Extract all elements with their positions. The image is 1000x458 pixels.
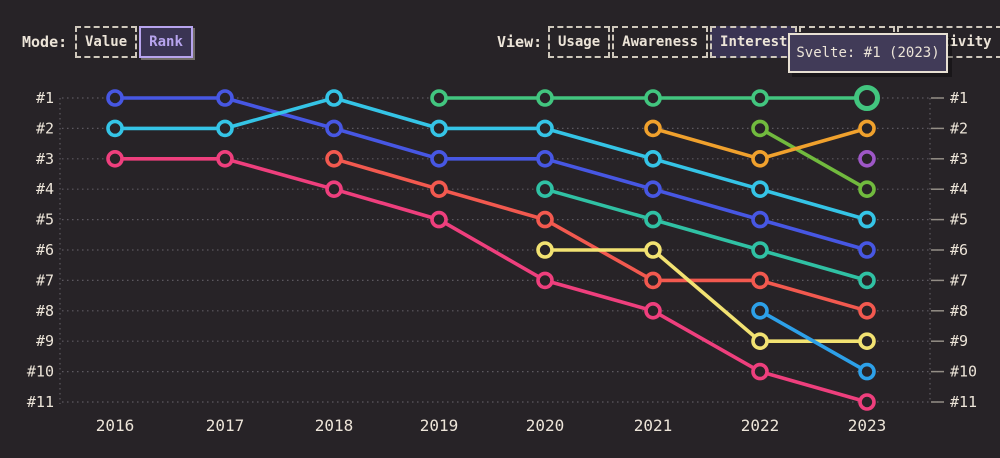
y-axis-label-right: #5 [950,211,968,229]
series-cyan-point-2022[interactable] [751,180,769,198]
y-axis-label-right: #1 [950,89,968,107]
series-pink-point-2019[interactable] [430,210,448,229]
series-yellow-point-2021[interactable] [644,241,662,259]
series-pink-point-2020[interactable] [536,271,554,290]
series-lime-point-2022[interactable] [751,119,769,138]
series-pink-point-2023[interactable] [858,393,876,411]
y-axis-label-left: #7 [36,271,54,289]
series-cyan-point-2016[interactable] [106,119,124,138]
y-axis-label-right: #4 [950,180,968,198]
series-lime-line [758,126,869,191]
series-yellow-point-2023[interactable] [858,332,876,351]
series-blue-point-2016[interactable] [106,89,124,107]
mode-option-rank[interactable]: Rank [139,26,193,58]
series-cyan-point-2023[interactable] [858,210,876,229]
series-teal-point-2023[interactable] [858,271,876,290]
series-salmon-line [332,157,869,313]
series-blue-point-2022[interactable] [751,210,769,229]
y-axis-label-right: #9 [950,332,968,350]
series-pink-line [113,157,869,404]
series-cyan-point-2018[interactable] [325,89,343,107]
series-pink-point-2022[interactable] [751,362,769,381]
series-teal-point-2022[interactable] [751,241,769,259]
y-axis-label-left: #5 [36,211,54,229]
mode-toggle-group: Value Rank [75,26,193,58]
series-cyan-line [113,96,869,222]
y-axis-label-left: #11 [27,393,54,411]
series-yellow-point-2020[interactable] [536,241,554,259]
series-pink-point-2016[interactable] [106,150,124,168]
x-axis-label-2022: 2022 [741,416,780,435]
series-sky-point-2022[interactable] [751,301,769,320]
x-axis-label-2016: 2016 [96,416,135,435]
x-axis-label-2023: 2023 [848,416,887,435]
x-axis-label-2021: 2021 [634,416,673,435]
view-option-usage[interactable]: Usage [548,26,611,58]
series-cyan-point-2021[interactable] [644,150,662,168]
y-axis-label-right: #10 [950,363,977,381]
y-axis-label-right: #7 [950,271,968,289]
y-axis-label-left: #8 [36,302,54,320]
view-label: View: [497,33,543,51]
y-axis-label-left: #10 [27,363,54,381]
hover-tooltip: Svelte: #1 (2023) [788,33,948,73]
series-salmon-point-2019[interactable] [430,180,448,198]
series-blue-point-2023[interactable] [858,241,876,259]
y-axis-label-right: #2 [950,119,968,137]
series-orange-point-2021[interactable] [644,119,662,138]
y-axis-label-right: #3 [950,150,968,168]
series-teal-point-2021[interactable] [644,210,662,229]
series-purple-point-2023[interactable] [858,150,876,168]
series-lime-point-2023[interactable] [858,180,876,198]
series-svelte-point-2020[interactable] [536,89,554,107]
series-salmon-point-2018[interactable] [325,150,343,168]
y-axis-label-right: #11 [950,393,977,411]
y-axis-label-left: #4 [36,180,54,198]
series-sky-point-2023[interactable] [858,362,876,381]
series-blue-point-2021[interactable] [644,180,662,198]
series-salmon-point-2021[interactable] [644,271,662,290]
series-teal-line [543,187,869,283]
series-salmon-point-2023[interactable] [858,301,876,320]
series-blue-point-2020[interactable] [536,150,554,168]
y-axis-label-right: #8 [950,302,968,320]
series-pink-point-2018[interactable] [325,180,343,198]
y-axis-label-left: #9 [36,332,54,350]
series-blue-point-2018[interactable] [325,119,343,138]
series-svelte-point-2019[interactable] [430,89,448,107]
y-axis-label-left: #3 [36,150,54,168]
mode-option-value[interactable]: Value [75,26,138,58]
series-blue-line [113,96,869,252]
series-cyan-point-2017[interactable] [216,119,234,138]
series-teal-point-2020[interactable] [536,180,554,198]
x-axis-label-2019: 2019 [420,416,459,435]
series-orange-point-2022[interactable] [751,150,769,168]
y-axis-label-left: #2 [36,119,54,137]
series-orange-point-2023[interactable] [858,119,876,138]
series-svelte-point-2022[interactable] [751,89,769,107]
series-pink-point-2021[interactable] [644,301,662,320]
series-cyan-point-2020[interactable] [536,119,554,138]
mode-label: Mode: [22,33,68,51]
series-salmon-point-2022[interactable] [751,271,769,290]
x-axis-label-2020: 2020 [526,416,565,435]
y-axis-label-left: #1 [36,89,54,107]
x-axis-label-2017: 2017 [206,416,245,435]
view-option-awareness[interactable]: Awareness [612,26,709,58]
y-axis-label-right: #6 [950,241,968,259]
series-blue-point-2019[interactable] [430,150,448,168]
x-axis-label-2018: 2018 [315,416,354,435]
series-cyan-point-2019[interactable] [430,119,448,138]
series-svelte-point-2023-highlighted[interactable] [854,85,880,111]
y-axis-label-left: #6 [36,241,54,259]
series-yellow-point-2022[interactable] [751,332,769,351]
series-blue-point-2017[interactable] [216,89,234,107]
tooltip-text: Svelte: #1 (2023) [796,45,940,61]
series-pink-point-2017[interactable] [216,150,234,168]
series-svelte-point-2021[interactable] [644,89,662,107]
series-salmon-point-2020[interactable] [536,210,554,229]
series-sky-line [758,309,869,374]
